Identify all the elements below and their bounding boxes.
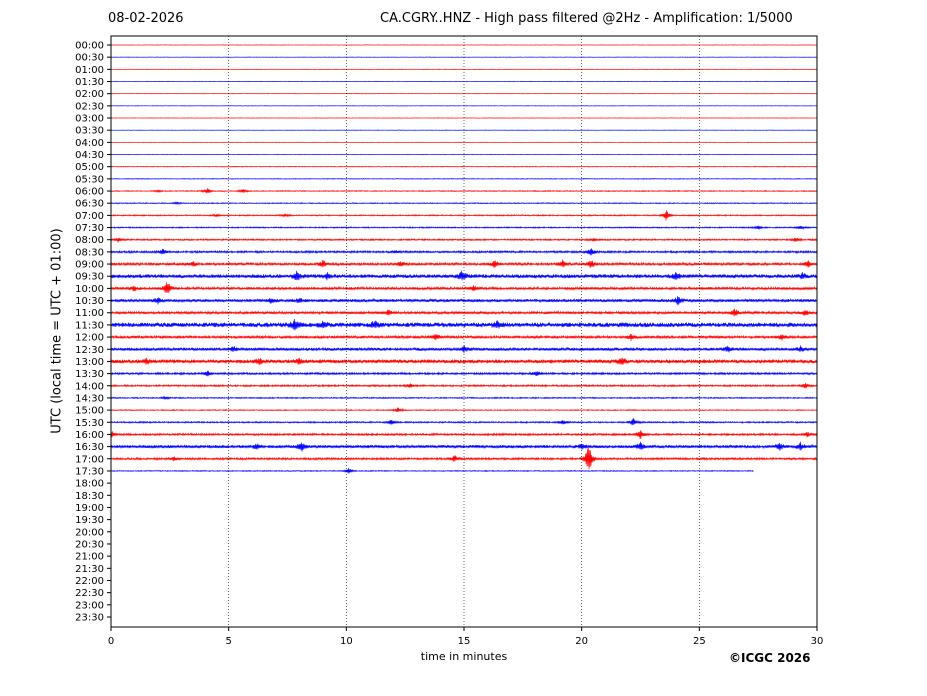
y-tick-label: 19:30 bbox=[75, 515, 104, 526]
trace-row-1400 bbox=[110, 382, 818, 389]
y-tick-label: 09:00 bbox=[75, 260, 104, 271]
y-tick-label: 17:00 bbox=[75, 454, 104, 465]
y-tick-label: 11:30 bbox=[75, 320, 104, 331]
y-tick-label: 04:00 bbox=[75, 138, 104, 149]
y-tick-label: 07:00 bbox=[75, 211, 104, 222]
y-tick-label: 10:30 bbox=[75, 296, 104, 307]
y-tick-label: 12:30 bbox=[75, 345, 104, 356]
y-tick-label: 19:00 bbox=[75, 503, 104, 514]
y-tick-label: 20:00 bbox=[75, 527, 104, 538]
trace-row-0500 bbox=[110, 165, 818, 168]
y-tick-label: 03:00 bbox=[75, 114, 104, 125]
y-tick-label: 09:30 bbox=[75, 272, 104, 283]
chart-date: 08-02-2026 bbox=[108, 11, 184, 26]
y-tick-label: 00:30 bbox=[75, 53, 104, 64]
y-tick-label: 05:30 bbox=[75, 174, 104, 185]
y-tick-label: 21:30 bbox=[75, 564, 104, 575]
trace-row-1230 bbox=[110, 345, 818, 354]
trace-group bbox=[110, 44, 818, 474]
y-tick-label: 03:30 bbox=[75, 126, 104, 137]
y-tick-label: 01:00 bbox=[75, 65, 104, 76]
trace-row-0600 bbox=[110, 188, 818, 194]
y-tick-label: 07:30 bbox=[75, 223, 104, 234]
y-tick-label: 13:00 bbox=[75, 357, 104, 368]
x-tick-label: 25 bbox=[693, 636, 706, 647]
trace-row-1430 bbox=[110, 395, 818, 401]
vertical-grid bbox=[228, 36, 700, 627]
x-axis-label: time in minutes bbox=[420, 650, 508, 663]
y-tick-label: 16:00 bbox=[75, 430, 104, 441]
y-tick-label: 12:00 bbox=[75, 333, 104, 344]
x-tick-label: 10 bbox=[340, 636, 353, 647]
y-tick-label: 05:00 bbox=[75, 162, 104, 173]
x-tick-label: 30 bbox=[811, 636, 824, 647]
y-tick-label: 02:30 bbox=[75, 101, 104, 112]
trace-row-1530 bbox=[110, 417, 818, 426]
x-tick-label: 0 bbox=[108, 636, 114, 647]
y-tick-label: 10:00 bbox=[75, 284, 104, 295]
trace-row-0900 bbox=[110, 259, 818, 268]
x-tick-label: 20 bbox=[575, 636, 588, 647]
y-tick-label: 21:00 bbox=[75, 552, 104, 563]
trace-row-1600 bbox=[110, 430, 818, 439]
trace-row-0430 bbox=[110, 153, 818, 156]
trace-row-0730 bbox=[110, 225, 818, 230]
y-tick-label: 06:00 bbox=[75, 187, 104, 198]
y-tick-label: 11:00 bbox=[75, 308, 104, 319]
y-tick-label: 22:30 bbox=[75, 588, 104, 599]
y-tick-label: 18:30 bbox=[75, 491, 104, 502]
y-tick-label: 22:00 bbox=[75, 576, 104, 587]
trace-row-0330 bbox=[110, 129, 818, 131]
y-tick-label: 02:00 bbox=[75, 89, 104, 100]
trace-row-0400 bbox=[110, 141, 818, 144]
trace-row-0930 bbox=[110, 270, 818, 281]
y-tick-label: 00:00 bbox=[75, 41, 104, 52]
y-tick-label: 18:00 bbox=[75, 479, 104, 490]
x-tick-label: 15 bbox=[458, 636, 471, 647]
y-tick-label: 14:00 bbox=[75, 381, 104, 392]
trace-row-0700 bbox=[110, 210, 818, 221]
y-tick-label: 15:30 bbox=[75, 418, 104, 429]
y-tick-label: 15:00 bbox=[75, 406, 104, 417]
copyright-notice: ©ICGC 2026 bbox=[729, 651, 811, 665]
plot-frame bbox=[110, 35, 818, 628]
trace-row-0630 bbox=[110, 201, 818, 205]
y-tick-label: 17:30 bbox=[75, 466, 104, 477]
y-tick-label: 13:30 bbox=[75, 369, 104, 380]
trace-row-0800 bbox=[110, 237, 818, 243]
y-tick-label: 23:30 bbox=[75, 612, 104, 623]
x-tick-label: 5 bbox=[225, 636, 231, 647]
y-tick-label: 08:30 bbox=[75, 247, 104, 258]
y-tick-label: 04:30 bbox=[75, 150, 104, 161]
y-tick-label: 01:30 bbox=[75, 77, 104, 88]
y-tick-label: 14:30 bbox=[75, 393, 104, 404]
y-tick-label: 20:30 bbox=[75, 539, 104, 550]
trace-row-0530 bbox=[110, 177, 818, 180]
trace-row-1200 bbox=[110, 333, 818, 342]
y-tick-label: 23:00 bbox=[75, 600, 104, 611]
trace-row-1500 bbox=[110, 407, 818, 413]
y-tick-label: 06:30 bbox=[75, 199, 104, 210]
chart-title: CA.CGRY..HNZ - High pass filtered @2Hz -… bbox=[380, 11, 793, 26]
trace-row-1330 bbox=[110, 370, 818, 377]
x-axis: 0 5 10 15 20 25 30 bbox=[108, 627, 824, 647]
y-tick-label: 16:30 bbox=[75, 442, 104, 453]
trace-row-1730 bbox=[110, 467, 754, 474]
y-tick-label: 08:00 bbox=[75, 235, 104, 246]
